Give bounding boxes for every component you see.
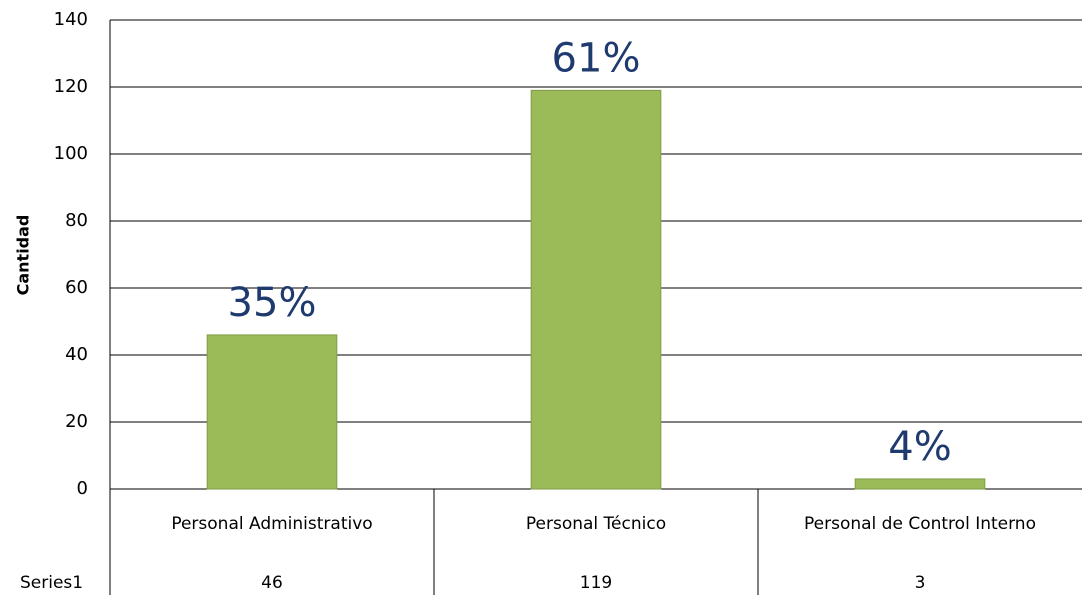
x-category-label: Personal Administrativo [171,514,373,534]
y-tick-label: 80 [65,210,88,231]
x-category-label: Personal Técnico [525,514,667,534]
y-tick-label: 40 [65,344,88,365]
table-value: 3 [915,573,926,593]
y-tick-label: 20 [65,411,88,432]
table-value: 119 [580,573,612,593]
bar-annotation: 4% [888,424,951,470]
legend-label: Series1 [20,573,83,593]
y-tick-label: 0 [77,478,88,499]
table-value: 46 [261,573,283,593]
y-tick-label: 60 [65,277,88,298]
y-axis-label: Cantidad [14,215,33,296]
bar [206,334,338,490]
bar-annotation: 35% [228,280,317,326]
x-category-label: Personal de Control Interno [804,514,1036,534]
bar [530,89,662,490]
bar-annotation: 61% [552,35,641,81]
y-tick-label: 140 [54,9,88,30]
y-tick-label: 100 [54,143,88,164]
bar [854,478,986,490]
y-tick-label: 120 [54,76,88,97]
